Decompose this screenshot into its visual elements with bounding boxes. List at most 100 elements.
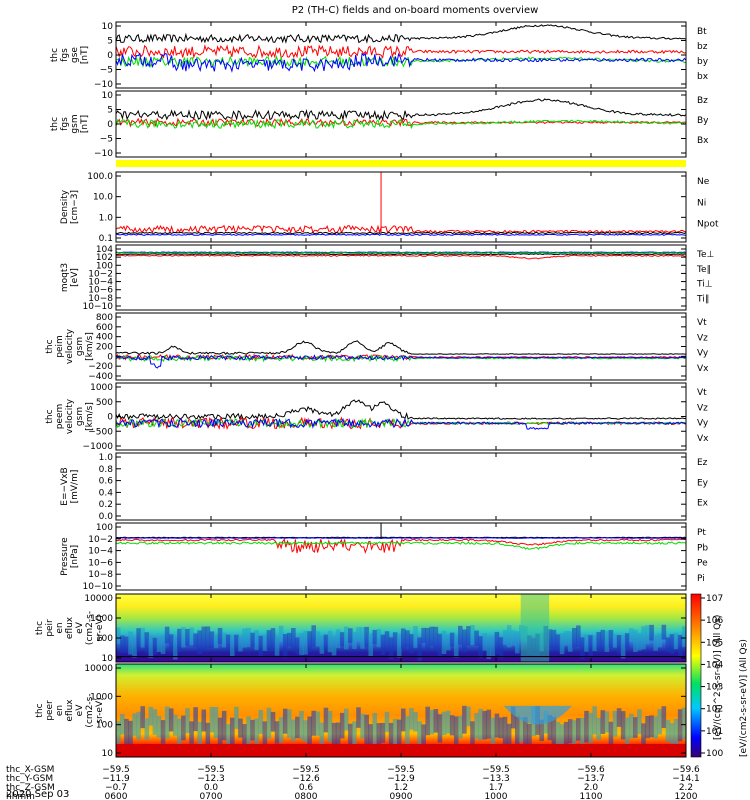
- spectrogram-streak: [388, 637, 394, 660]
- spectrogram-streak: [592, 635, 597, 652]
- y-tick-label: 10−4: [88, 547, 113, 557]
- spectrogram-streak: [238, 718, 243, 738]
- spectrogram-streak: [303, 720, 308, 743]
- spectrogram-streak: [429, 709, 435, 735]
- spectrogram-streak: [140, 706, 145, 729]
- spectrogram-streak: [221, 632, 227, 648]
- y-label-line: gse: [70, 47, 80, 63]
- colorbar-tick-label: 106: [706, 616, 723, 626]
- y-tick-label: 10−10: [83, 302, 114, 312]
- spectrogram-streak: [612, 710, 618, 737]
- yellow-status-bar: [116, 160, 686, 167]
- spectrogram-streak: [238, 636, 243, 652]
- series-fgs_gse-Bt: [115, 24, 687, 44]
- spectrogram-streak: [486, 638, 492, 660]
- x-row-value: −11.9: [102, 774, 130, 784]
- legend-entry-bz: bz: [697, 42, 708, 52]
- spectrogram-streak: [217, 717, 223, 749]
- spectrogram-streak: [572, 720, 577, 745]
- spectrogram-streak: [677, 709, 683, 742]
- x-row-value: −59.5: [292, 765, 320, 775]
- spectrogram-streak: [185, 708, 190, 734]
- spectrogram-streak: [449, 715, 455, 736]
- y-label-line: sr-eV): [95, 697, 105, 723]
- y-label-line: [nPa]: [70, 545, 80, 568]
- x-row-value: 1200: [675, 792, 698, 800]
- spectrogram-streak: [572, 627, 577, 648]
- spectrogram-streak: [287, 632, 292, 647]
- x-row-value: 0700: [200, 792, 223, 800]
- y-label-line: peim: [55, 335, 65, 358]
- spectrogram-streak: [417, 637, 422, 662]
- y-label-line: gsm: [70, 114, 80, 133]
- spectrogram-streak: [673, 632, 679, 650]
- y-tick-label: 10: [102, 654, 114, 664]
- spectrogram-streak: [352, 721, 357, 746]
- spectrogram-streak: [234, 706, 239, 729]
- spectrogram-streak: [620, 711, 626, 740]
- spectrogram-streak: [547, 629, 553, 649]
- spectrogram-streak: [278, 717, 284, 743]
- spectrogram-streak: [641, 723, 646, 756]
- spectrogram-streak: [254, 630, 259, 651]
- colorbar-tick-label: 104: [706, 660, 723, 670]
- x-row-value: −12.3: [197, 774, 225, 784]
- spectrogram-streak: [368, 724, 373, 749]
- x-axis-table: thc_X-GSM −59.5 −59.5 −59.5 −59.5 −59.5 −59.6−…: [6, 765, 700, 800]
- y-tick-label: −200: [88, 362, 113, 372]
- spectrogram-streak: [197, 630, 202, 655]
- y-tick-label: 10−2: [88, 269, 113, 279]
- legend-entry-Bx: Bx: [697, 136, 709, 146]
- legend-fgs_gsm: Bz By Bx: [697, 96, 709, 146]
- legend-entry-Vt: Vt: [697, 388, 707, 398]
- x-row-value: −12.9: [387, 774, 415, 784]
- spectrogram-streak: [515, 631, 520, 654]
- x-row-value: 1100: [580, 792, 603, 800]
- spectrogram-streak: [437, 714, 443, 743]
- spectrogram-streak: [458, 625, 463, 645]
- y-label-line: sr-eV): [95, 615, 105, 641]
- y-label-line: thc: [35, 703, 45, 717]
- spectrogram-streak: [669, 723, 675, 744]
- spectrogram-streak: [116, 627, 121, 644]
- spectrogram-streak: [539, 719, 544, 742]
- spectrogram-streak: [413, 712, 418, 732]
- spectrogram-streak: [458, 715, 463, 739]
- spectrogram-streak: [576, 718, 581, 741]
- spectrogram-streak: [327, 711, 333, 743]
- spectrogram-streak: [620, 635, 626, 659]
- y-tick-label: 10.0: [93, 193, 113, 203]
- spectrogram-streak: [177, 718, 182, 750]
- colorbar: 107 106 105 104 103 102 101 100 [eV/(cm2-s-sr-e…: [690, 593, 749, 759]
- y-tick-label: 0: [107, 352, 113, 362]
- spectrogram-streak: [258, 709, 264, 735]
- spectrogram-streak: [160, 635, 166, 654]
- legend-entry-Pi: Pi: [697, 574, 705, 584]
- spectrogram-streak: [401, 708, 406, 732]
- legend-peim_velocity: Vt Vz Vy Vx: [697, 318, 709, 374]
- y-axis-label-pressure: Pressure [nPa]: [60, 537, 80, 576]
- spectrogram-streak: [580, 637, 585, 659]
- series-pressure-Pt: [116, 536, 687, 539]
- spectrogram-streak: [584, 710, 589, 743]
- spectrogram-streak: [466, 626, 471, 646]
- panel-frame: [115, 522, 687, 591]
- spectrogram-streak: [181, 715, 186, 741]
- spectrogram-streak: [348, 723, 353, 747]
- legend-entry-Vx: Vx: [697, 364, 709, 374]
- spectrogram-streak: [152, 709, 158, 735]
- x-row-value: −14.1: [672, 774, 700, 784]
- spectrogram-streak: [653, 716, 658, 739]
- panel-efield: 1.0 0.8 0.60.4 0.2 0.0 E=−VxB [mV/m] Ez Ey Ex: [60, 452, 709, 522]
- legend-entry-Te⊥: Te⊥: [696, 250, 715, 260]
- spectrogram-streak: [445, 710, 451, 734]
- x-row-value: −59.6: [577, 765, 605, 775]
- spectrogram-streak: [177, 628, 182, 652]
- y-tick-label: −1000: [83, 442, 114, 452]
- series-peim_velocity-Vx: [115, 354, 687, 369]
- spectrogram-streak: [462, 629, 467, 653]
- x-row-value: 0.6: [299, 783, 314, 793]
- y-axis-label-peer_eflux: thc peer en eflux eV (cm2-s-sr-eV): [35, 693, 105, 727]
- x-row-label: thc_Z-GSM: [6, 783, 55, 793]
- spectrogram-streak: [376, 628, 382, 648]
